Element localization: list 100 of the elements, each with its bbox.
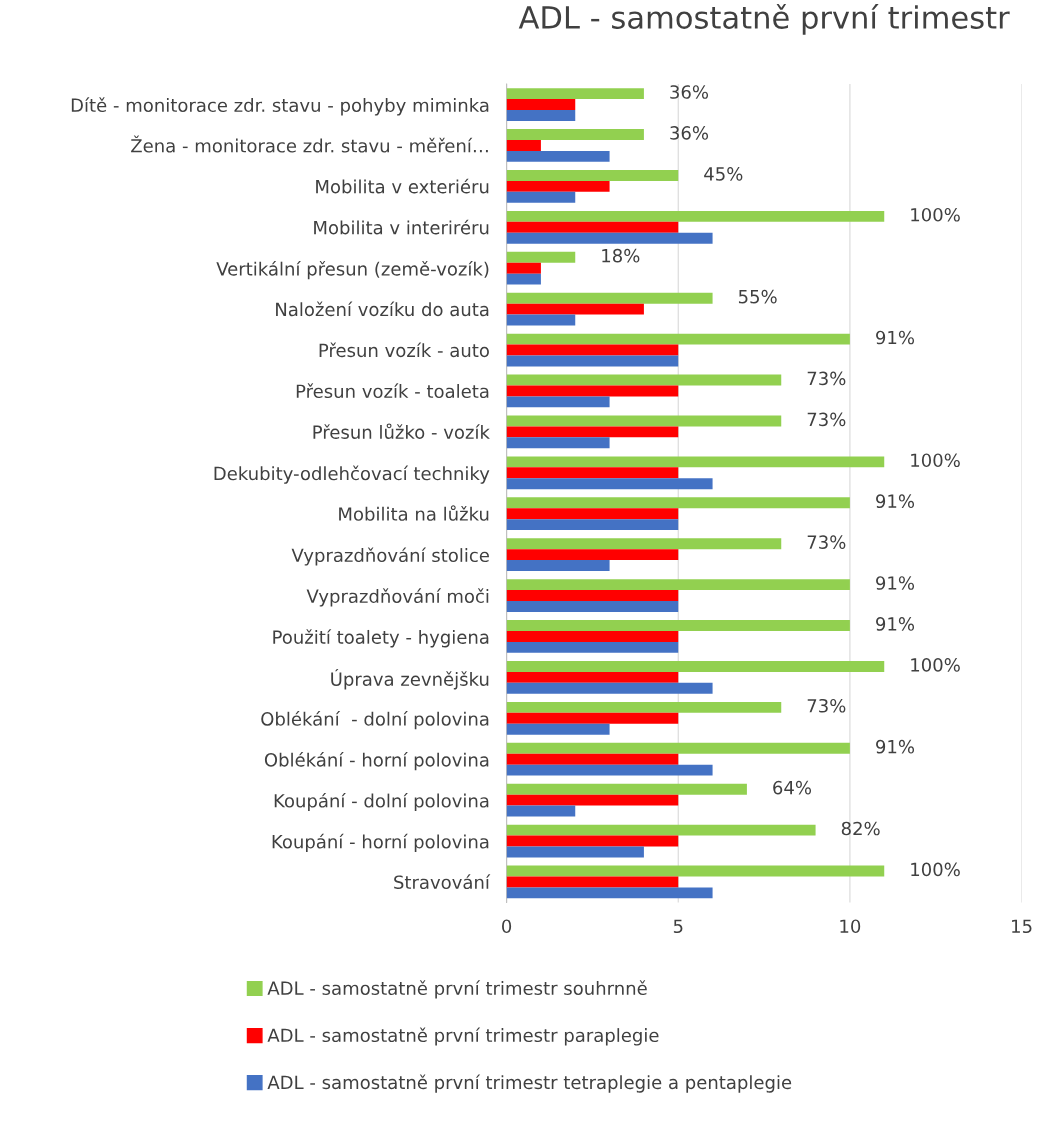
bar <box>506 251 576 263</box>
annotation: 36% <box>670 126 709 140</box>
bar <box>506 355 679 367</box>
bar <box>506 497 850 509</box>
bar <box>506 333 850 345</box>
y-tick-label: Koupání - dolní polovina <box>274 792 489 812</box>
bar <box>506 139 541 151</box>
bar <box>506 560 610 571</box>
bar <box>506 620 850 631</box>
bar <box>506 519 679 531</box>
annotation: 100% <box>911 862 960 877</box>
y-tick-label: Koupání - horní polovina <box>272 833 489 853</box>
chart-title: ADL - samostatně první trimestr <box>518 4 1010 35</box>
bar <box>506 292 713 304</box>
y-tick-label: Vertikální přesun (země-vozík) <box>216 260 489 280</box>
bar <box>506 385 679 397</box>
annotation: 91% <box>876 617 915 631</box>
bar <box>506 180 610 192</box>
y-tick-label: Stravování <box>394 874 491 890</box>
bar <box>506 170 679 181</box>
bar <box>506 661 885 672</box>
y-tick-label: Vyprazdňování stolice <box>291 547 489 566</box>
bar <box>506 508 679 520</box>
y-tick-label: Přesun vozík - auto <box>319 342 489 358</box>
annotation: 73% <box>807 412 846 427</box>
bar <box>506 835 679 847</box>
bar <box>506 109 576 121</box>
bar <box>506 396 610 408</box>
bar <box>506 210 885 222</box>
y-tick-label: Přesun lůžko - vozík <box>313 423 490 439</box>
bar <box>506 701 782 713</box>
bar <box>506 538 782 550</box>
annotation: 91% <box>876 330 915 345</box>
bar <box>506 374 782 386</box>
bar <box>506 682 713 694</box>
bar <box>506 88 644 100</box>
legend-label: ADL - samostatně první trimestr tetraplegie a pentaplegie <box>267 1074 792 1093</box>
bar <box>506 273 541 285</box>
annotation: 55% <box>738 289 777 304</box>
bar <box>506 99 576 110</box>
annotation: 91% <box>876 739 915 754</box>
y-tick-label: Oblékání - dolní polovina <box>261 711 489 730</box>
bar <box>506 671 679 683</box>
y-tick-label: Mobilita v interiréru <box>314 219 489 235</box>
bar <box>506 437 610 449</box>
bar <box>506 590 679 601</box>
x-tick-label: 15 <box>1012 919 1032 934</box>
bar <box>506 456 885 468</box>
bar <box>506 549 679 561</box>
bar <box>506 232 713 244</box>
bar <box>506 641 679 653</box>
annotation: 82% <box>841 821 880 836</box>
bar <box>506 764 713 776</box>
bar <box>506 794 679 806</box>
bar <box>506 579 850 591</box>
annotation: 100% <box>911 658 960 672</box>
annotation: 91% <box>876 494 915 509</box>
bar <box>506 221 679 233</box>
y-tick-label: Naložení vozíku do auta <box>276 301 489 317</box>
bar <box>506 723 610 735</box>
bar <box>506 426 679 438</box>
y-tick-label: Oblékání - horní polovina <box>264 751 489 771</box>
bar <box>506 303 644 315</box>
y-tick-label: Mobilita na lůžku <box>339 505 489 521</box>
annotation: 91% <box>876 576 915 590</box>
y-tick-label: Žena - monitorace zdr. stavu - měření… <box>131 135 488 153</box>
bar <box>506 314 576 326</box>
bar <box>506 467 679 479</box>
y-tick-label: Dítě - monitorace zdr. stavu - pohyby miminka <box>71 97 489 116</box>
bar <box>506 753 679 765</box>
bar <box>506 262 541 274</box>
legend-label: ADL - samostatně první trimestr paraplegie <box>267 1027 659 1046</box>
annotation: 73% <box>807 371 846 386</box>
y-tick-label: Vyprazdňování moči <box>306 588 489 607</box>
bar <box>506 846 644 858</box>
bar <box>506 600 679 612</box>
y-tick-label: Dekubity-odlehčovací techniky <box>214 465 490 484</box>
legend-label: ADL - samostatně první trimestr souhrnně <box>267 980 647 999</box>
bar <box>506 805 576 817</box>
bar <box>506 150 610 162</box>
bar <box>506 344 679 356</box>
x-tick-label: 10 <box>840 919 861 934</box>
bar <box>506 783 747 795</box>
x-tick-label: 0 <box>502 919 512 934</box>
y-tick-label: Mobilita v exteriéru <box>316 178 489 194</box>
bar <box>506 415 782 427</box>
annotation: 73% <box>807 535 846 549</box>
bar <box>506 824 816 836</box>
bar <box>506 865 885 877</box>
bar <box>506 129 644 140</box>
bar <box>506 876 679 888</box>
x-tick-label: 5 <box>673 919 683 934</box>
annotation: 18% <box>602 248 640 263</box>
annotation: 45% <box>704 167 743 181</box>
annotation: 36% <box>670 85 709 99</box>
y-tick-label: Použití toalety - hygiena <box>273 629 489 648</box>
annotation: 100% <box>911 453 960 468</box>
annotation: 100% <box>911 207 960 222</box>
annotation: 73% <box>807 698 846 713</box>
bar <box>506 742 850 754</box>
